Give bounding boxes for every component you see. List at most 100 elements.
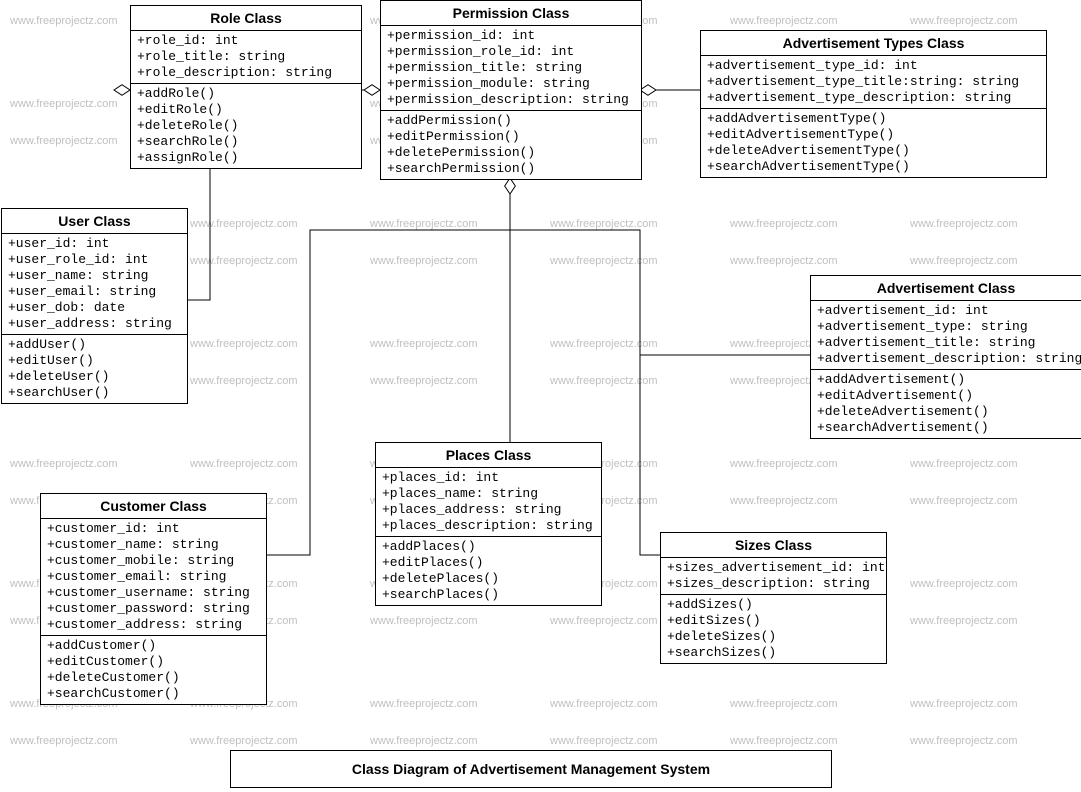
watermark-text: www.freeprojectz.com — [370, 218, 478, 230]
attribute-row: +user_address: string — [8, 316, 181, 332]
attribute-row: +customer_address: string — [47, 617, 260, 633]
watermark-text: www.freeprojectz.com — [550, 218, 658, 230]
operation-row: +editPlaces() — [382, 555, 595, 571]
class-title: Sizes Class — [661, 533, 886, 558]
attribute-row: +permission_description: string — [387, 92, 635, 108]
operation-row: +searchAdvertisementType() — [707, 159, 1040, 175]
attribute-row: +user_email: string — [8, 284, 181, 300]
attribute-row: +advertisement_id: int — [817, 303, 1075, 319]
watermark-text: www.freeprojectz.com — [370, 698, 478, 710]
watermark-text: www.freeprojectz.com — [550, 255, 658, 267]
operation-row: +editCustomer() — [47, 654, 260, 670]
class-operations: +addSizes()+editSizes()+deleteSizes()+se… — [661, 595, 886, 663]
watermark-text: www.freeprojectz.com — [10, 735, 118, 747]
class-title: Places Class — [376, 443, 601, 468]
operation-row: +deleteSizes() — [667, 629, 880, 645]
operation-row: +assignRole() — [137, 150, 355, 166]
operation-row: +addCustomer() — [47, 638, 260, 654]
class-operations: +addPermission()+editPermission()+delete… — [381, 111, 641, 179]
operation-row: +searchUser() — [8, 385, 181, 401]
watermark-text: www.freeprojectz.com — [190, 735, 298, 747]
class-attributes: +advertisement_id: int+advertisement_typ… — [811, 301, 1081, 370]
class-adtypes: Advertisement Types Class+advertisement_… — [700, 30, 1047, 178]
aggregation-diamond — [364, 85, 380, 96]
attribute-row: +places_name: string — [382, 486, 595, 502]
watermark-text: www.freeprojectz.com — [370, 375, 478, 387]
watermark-text: www.freeprojectz.com — [910, 615, 1018, 627]
operation-row: +editSizes() — [667, 613, 880, 629]
operation-row: +deleteRole() — [137, 118, 355, 134]
watermark-text: www.freeprojectz.com — [370, 338, 478, 350]
aggregation-diamond — [114, 85, 130, 96]
class-operations: +addRole()+editRole()+deleteRole()+searc… — [131, 84, 361, 168]
operation-row: +searchAdvertisement() — [817, 420, 1075, 436]
watermark-text: www.freeprojectz.com — [10, 135, 118, 147]
class-title: Advertisement Class — [811, 276, 1081, 301]
attribute-row: +user_dob: date — [8, 300, 181, 316]
operation-row: +searchCustomer() — [47, 686, 260, 702]
watermark-text: www.freeprojectz.com — [730, 735, 838, 747]
class-attributes: +sizes_advertisement_id: int+sizes_descr… — [661, 558, 886, 595]
class-user: User Class+user_id: int+user_role_id: in… — [1, 208, 188, 404]
attribute-row: +user_name: string — [8, 268, 181, 284]
watermark-text: www.freeprojectz.com — [190, 218, 298, 230]
watermark-text: www.freeprojectz.com — [10, 15, 118, 27]
attribute-row: +permission_title: string — [387, 60, 635, 76]
class-attributes: +advertisement_type_id: int+advertisemen… — [701, 56, 1046, 109]
connector-line — [510, 230, 810, 355]
watermark-text: www.freeprojectz.com — [10, 458, 118, 470]
aggregation-diamond — [640, 85, 656, 96]
watermark-text: www.freeprojectz.com — [370, 735, 478, 747]
watermark-text: www.freeprojectz.com — [730, 218, 838, 230]
class-attributes: +user_id: int+user_role_id: int+user_nam… — [2, 234, 187, 335]
class-attributes: +role_id: int+role_title: string+role_de… — [131, 31, 361, 84]
watermark-text: www.freeprojectz.com — [550, 338, 658, 350]
operation-row: +deleteCustomer() — [47, 670, 260, 686]
attribute-row: +customer_mobile: string — [47, 553, 260, 569]
attribute-row: +role_title: string — [137, 49, 355, 65]
operation-row: +deletePlaces() — [382, 571, 595, 587]
operation-row: +addUser() — [8, 337, 181, 353]
class-title: Permission Class — [381, 1, 641, 26]
watermark-text: www.freeprojectz.com — [190, 255, 298, 267]
watermark-text: www.freeprojectz.com — [910, 735, 1018, 747]
class-attributes: +customer_id: int+customer_name: string+… — [41, 519, 266, 636]
class-sizes: Sizes Class+sizes_advertisement_id: int+… — [660, 532, 887, 664]
class-attributes: +places_id: int+places_name: string+plac… — [376, 468, 601, 537]
class-customer: Customer Class+customer_id: int+customer… — [40, 493, 267, 705]
attribute-row: +role_id: int — [137, 33, 355, 49]
diagram-title-text: Class Diagram of Advertisement Managemen… — [352, 761, 710, 777]
attribute-row: +advertisement_title: string — [817, 335, 1075, 351]
watermark-text: www.freeprojectz.com — [910, 495, 1018, 507]
attribute-row: +advertisement_type_title:string: string — [707, 74, 1040, 90]
operation-row: +deleteAdvertisement() — [817, 404, 1075, 420]
class-title: User Class — [2, 209, 187, 234]
watermark-text: www.freeprojectz.com — [910, 578, 1018, 590]
attribute-row: +customer_email: string — [47, 569, 260, 585]
attribute-row: +sizes_advertisement_id: int — [667, 560, 880, 576]
class-operations: +addCustomer()+editCustomer()+deleteCust… — [41, 636, 266, 704]
operation-row: +editPermission() — [387, 129, 635, 145]
attribute-row: +permission_id: int — [387, 28, 635, 44]
watermark-text: www.freeprojectz.com — [910, 15, 1018, 27]
operation-row: +addPlaces() — [382, 539, 595, 555]
operation-row: +editUser() — [8, 353, 181, 369]
class-operations: +addPlaces()+editPlaces()+deletePlaces()… — [376, 537, 601, 605]
operation-row: +addRole() — [137, 86, 355, 102]
operation-row: +editAdvertisementType() — [707, 127, 1040, 143]
watermark-text: www.freeprojectz.com — [730, 15, 838, 27]
watermark-text: www.freeprojectz.com — [10, 98, 118, 110]
class-title: Role Class — [131, 6, 361, 31]
operation-row: +searchRole() — [137, 134, 355, 150]
class-role: Role Class+role_id: int+role_title: stri… — [130, 5, 362, 169]
operation-row: +editAdvertisement() — [817, 388, 1075, 404]
watermark-text: www.freeprojectz.com — [730, 255, 838, 267]
watermark-text: www.freeprojectz.com — [730, 495, 838, 507]
watermark-text: www.freeprojectz.com — [370, 615, 478, 627]
operation-row: +searchPlaces() — [382, 587, 595, 603]
class-operations: +addUser()+editUser()+deleteUser()+searc… — [2, 335, 187, 403]
attribute-row: +advertisement_type_description: string — [707, 90, 1040, 106]
watermark-text: www.freeprojectz.com — [730, 458, 838, 470]
operation-row: +editRole() — [137, 102, 355, 118]
watermark-text: www.freeprojectz.com — [190, 338, 298, 350]
